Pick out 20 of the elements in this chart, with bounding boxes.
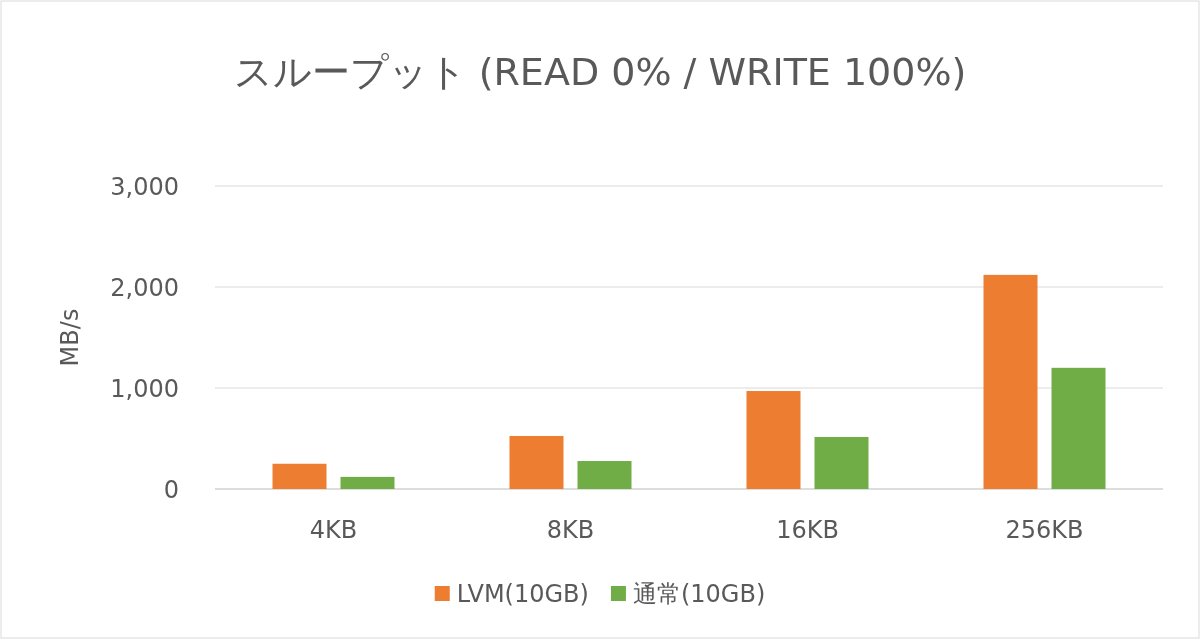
bar xyxy=(272,463,327,489)
bar xyxy=(509,435,564,489)
bar xyxy=(814,436,869,489)
legend-label: LVM(10GB) xyxy=(456,580,589,608)
y-axis-title: MB/s xyxy=(56,308,84,367)
x-tick-label: 256KB xyxy=(1005,516,1084,544)
x-tick-label: 4KB xyxy=(309,516,358,544)
y-tick-label: 2,000 xyxy=(110,274,179,302)
bar xyxy=(340,476,395,489)
bar xyxy=(983,274,1038,489)
x-tick-label: 16KB xyxy=(776,516,839,544)
bar xyxy=(577,461,632,489)
y-tick-label: 1,000 xyxy=(110,375,179,403)
legend-label: 通常(10GB) xyxy=(632,580,766,608)
bar xyxy=(746,391,801,489)
x-tick-label: 8KB xyxy=(546,516,595,544)
y-tick-label: 0 xyxy=(163,476,179,504)
bar xyxy=(1051,367,1106,489)
y-tick-label: 3,000 xyxy=(110,173,179,201)
chart-title: スループット (READ 0% / WRITE 100%) xyxy=(233,50,967,94)
